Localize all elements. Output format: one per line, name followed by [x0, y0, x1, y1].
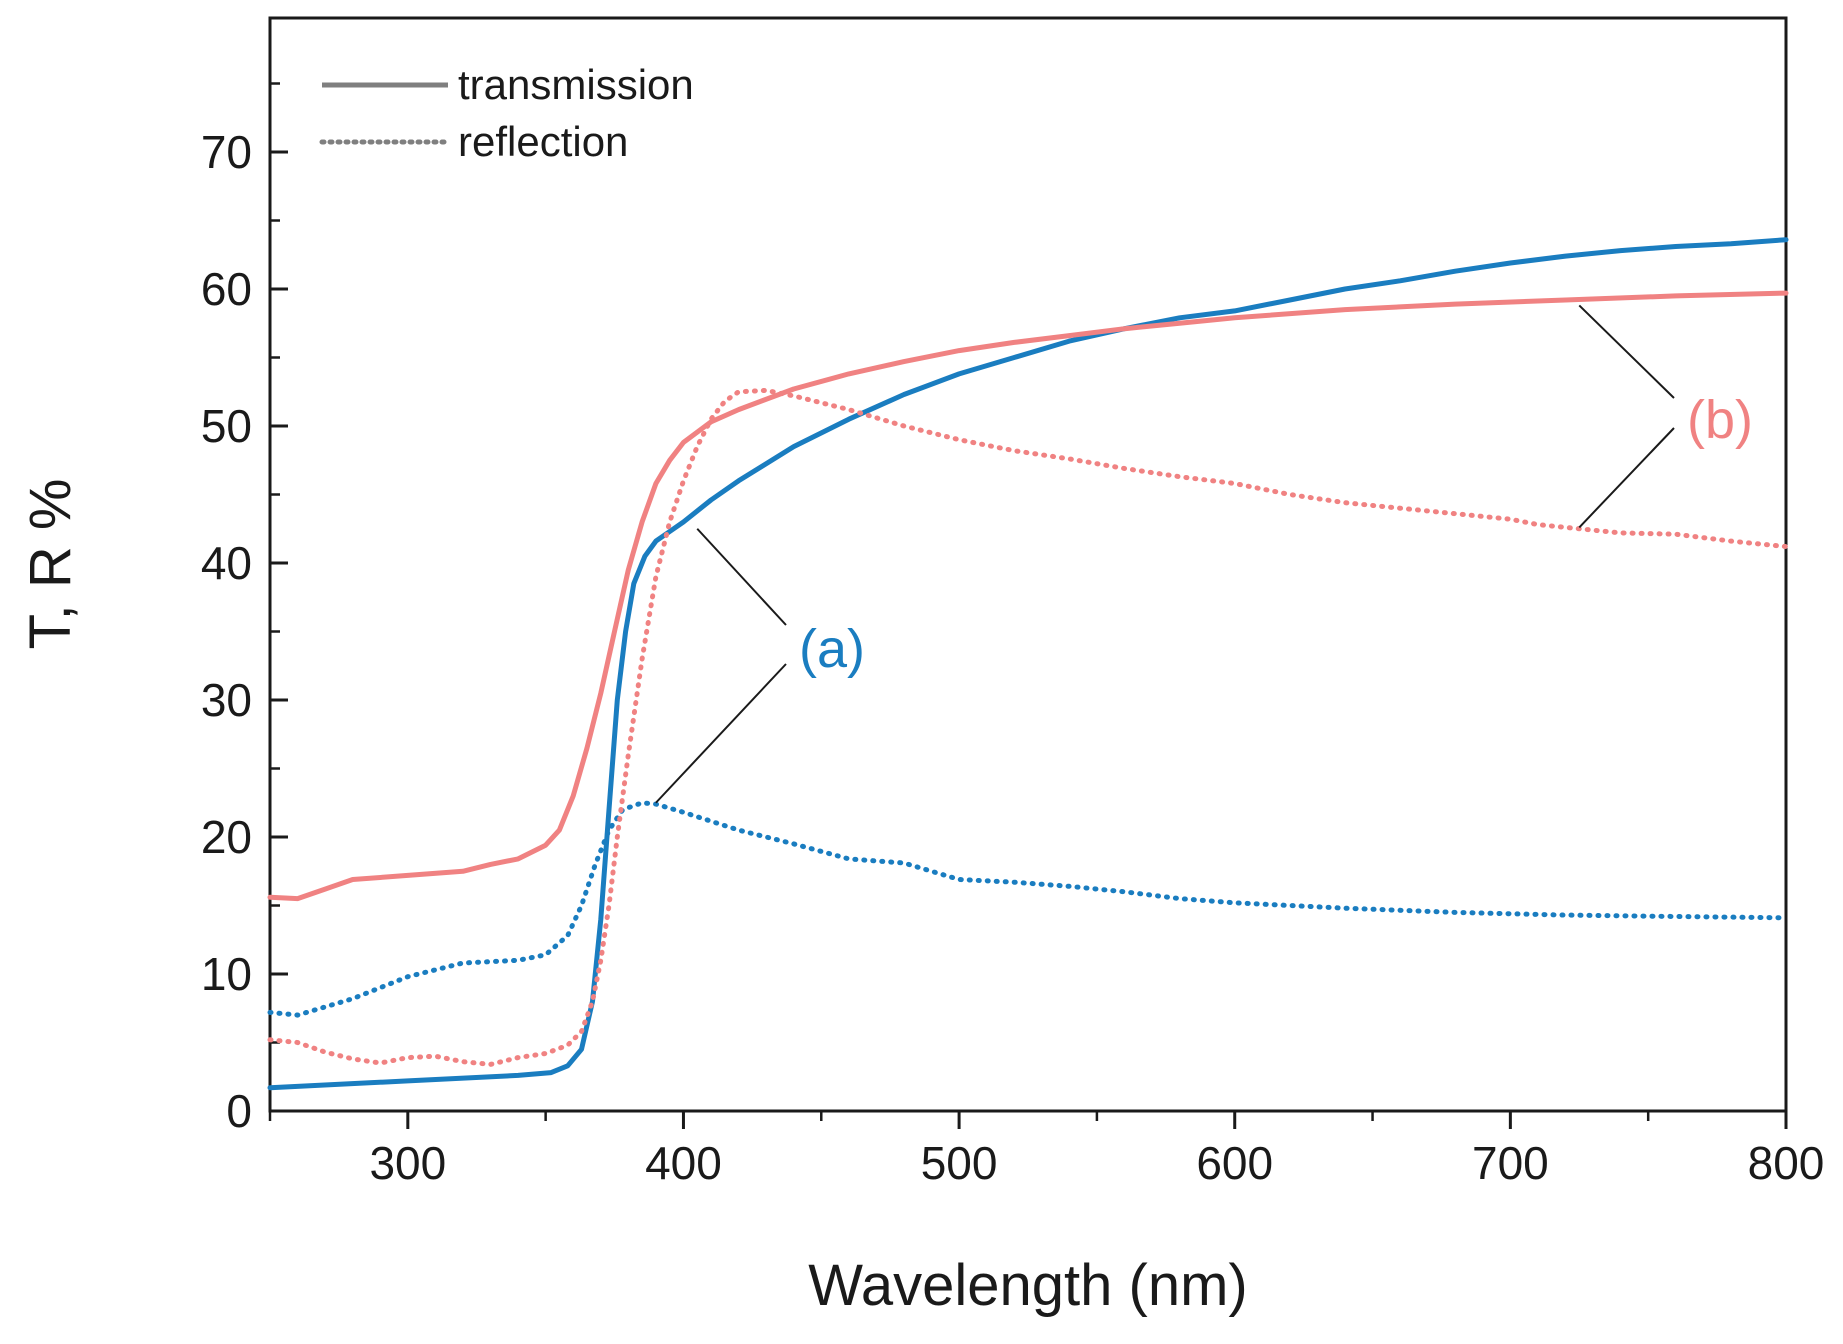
legend-reflection-label: reflection [458, 118, 628, 165]
y-tick-label: 40 [201, 537, 252, 589]
y-tick-label: 20 [201, 811, 252, 863]
series-a-reflection-line [267, 800, 1789, 1018]
x-tick-label: 400 [645, 1137, 722, 1189]
series-layer [267, 237, 1789, 1091]
y-tick-label: 30 [201, 674, 252, 726]
y-tick-label: 60 [201, 263, 252, 315]
legend-transmission-label: transmission [458, 61, 694, 108]
y-tick-label: 50 [201, 400, 252, 452]
series-a-transmission-line [267, 237, 1789, 1091]
annotation-a-leader-transmission [696, 528, 787, 626]
y-tick-label: 0 [226, 1085, 252, 1137]
x-tick-label: 700 [1472, 1137, 1549, 1189]
x-tick-label: 300 [369, 1137, 446, 1189]
legend: transmission reflection [319, 61, 694, 165]
x-axis-title: Wavelength (nm) [808, 1253, 1247, 1318]
series-b-reflection-line [267, 387, 1789, 1067]
x-tick-label: 500 [921, 1137, 998, 1189]
x-axis: 300 400 500 600 700 800 [268, 1111, 1825, 1189]
x-tick-label: 800 [1748, 1137, 1825, 1189]
y-axis-title: T, R % [18, 479, 83, 650]
annotation-a-label: (a) [799, 619, 865, 679]
annotation-a-leader-reflection [655, 663, 787, 804]
y-axis: 0 10 20 30 40 50 60 70 [201, 82, 288, 1137]
y-tick-label: 70 [201, 126, 252, 178]
annotation-b-label: (b) [1687, 390, 1753, 450]
series-b-transmission-line [267, 290, 1789, 902]
annotation-b-leader-reflection [1578, 427, 1675, 529]
x-tick-label: 600 [1196, 1137, 1273, 1189]
plot-frame [268, 16, 1788, 1113]
y-tick-label: 10 [201, 948, 252, 1000]
annotation-b-leader-transmission [1578, 304, 1675, 399]
annotations: (a) (b) [655, 304, 1753, 804]
